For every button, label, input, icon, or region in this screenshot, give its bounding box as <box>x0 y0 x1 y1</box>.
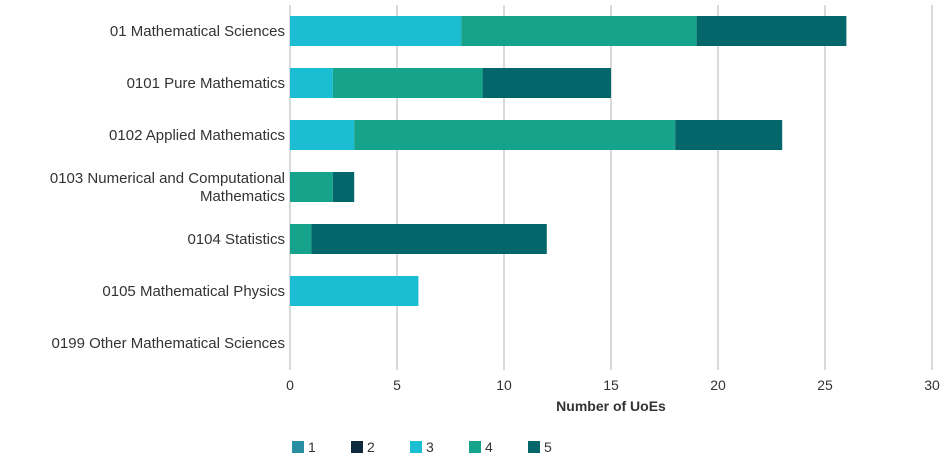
bar-segment-series-3 <box>290 120 355 150</box>
legend-item-1: 1 <box>292 439 316 455</box>
bar-segment-series-4 <box>354 120 676 150</box>
legend-label: 2 <box>367 439 375 455</box>
x-tick-label: 10 <box>496 377 512 393</box>
bar-segment-series-4 <box>332 68 483 98</box>
legend-label: 1 <box>308 439 316 455</box>
x-tick-label: 25 <box>817 377 833 393</box>
legend-item-5: 5 <box>528 439 552 455</box>
bar-segment-series-5 <box>675 120 783 150</box>
x-tick-labels: 0 5 10 15 20 25 30 <box>286 377 940 393</box>
x-tick-label: 20 <box>710 377 726 393</box>
legend-swatch <box>292 441 304 453</box>
legend-swatch <box>351 441 363 453</box>
bars <box>290 16 847 306</box>
legend-item-4: 4 <box>469 439 493 455</box>
bar-segment-series-5 <box>482 68 611 98</box>
bar-segment-series-4 <box>290 224 312 254</box>
x-axis-title: Number of UoEs <box>556 398 666 414</box>
category-label: 0102 Applied Mathematics <box>109 127 285 144</box>
category-label: 0105 Mathematical Physics <box>102 283 285 300</box>
legend-label: 4 <box>485 439 493 455</box>
legend-label: 5 <box>544 439 552 455</box>
legend-swatch <box>528 441 540 453</box>
legend-swatch <box>469 441 481 453</box>
bar-segment-series-5 <box>311 224 547 254</box>
x-tick-label: 0 <box>286 377 294 393</box>
legend-swatch <box>410 441 422 453</box>
category-labels: 01 Mathematical Sciences 0101 Pure Mathem… <box>50 23 285 352</box>
gridlines <box>289 5 933 370</box>
legend-item-3: 3 <box>410 439 434 455</box>
bar-segment-series-3 <box>290 68 333 98</box>
legend-label: 3 <box>426 439 434 455</box>
category-label: 01 Mathematical Sciences <box>110 23 285 40</box>
category-label: 0104 Statistics <box>187 231 285 248</box>
x-tick-label: 5 <box>393 377 401 393</box>
category-label: 0103 Numerical and Computational Mathemat… <box>50 170 285 205</box>
bar-segment-series-4 <box>290 172 333 202</box>
bar-segment-series-3 <box>290 276 419 306</box>
bar-segment-series-3 <box>290 16 462 46</box>
legend-item-2: 2 <box>351 439 375 455</box>
category-label: 0101 Pure Mathematics <box>127 75 285 92</box>
category-label: 0199 Other Mathematical Sciences <box>52 335 285 352</box>
legend: 1 2 3 4 5 <box>292 439 552 455</box>
x-tick-label: 30 <box>924 377 940 393</box>
bar-segment-series-5 <box>332 172 355 202</box>
bar-segment-series-5 <box>696 16 847 46</box>
x-tick-label: 15 <box>603 377 619 393</box>
bar-segment-series-4 <box>461 16 697 46</box>
